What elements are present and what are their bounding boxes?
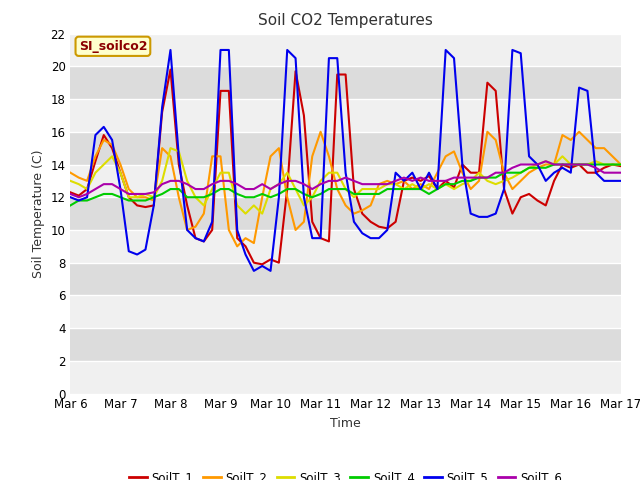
Title: Soil CO2 Temperatures: Soil CO2 Temperatures — [258, 13, 433, 28]
Bar — [70, 361, 621, 394]
Y-axis label: Soil Temperature (C): Soil Temperature (C) — [32, 149, 45, 278]
Legend: SoilT_1, SoilT_2, SoilT_3, SoilT_4, SoilT_5, SoilT_6: SoilT_1, SoilT_2, SoilT_3, SoilT_4, Soil… — [124, 466, 567, 480]
Bar — [70, 99, 621, 132]
Bar — [70, 165, 621, 197]
Bar — [70, 295, 621, 328]
Bar — [70, 34, 621, 66]
Text: SI_soilco2: SI_soilco2 — [79, 40, 147, 53]
Bar — [70, 230, 621, 263]
X-axis label: Time: Time — [330, 417, 361, 430]
